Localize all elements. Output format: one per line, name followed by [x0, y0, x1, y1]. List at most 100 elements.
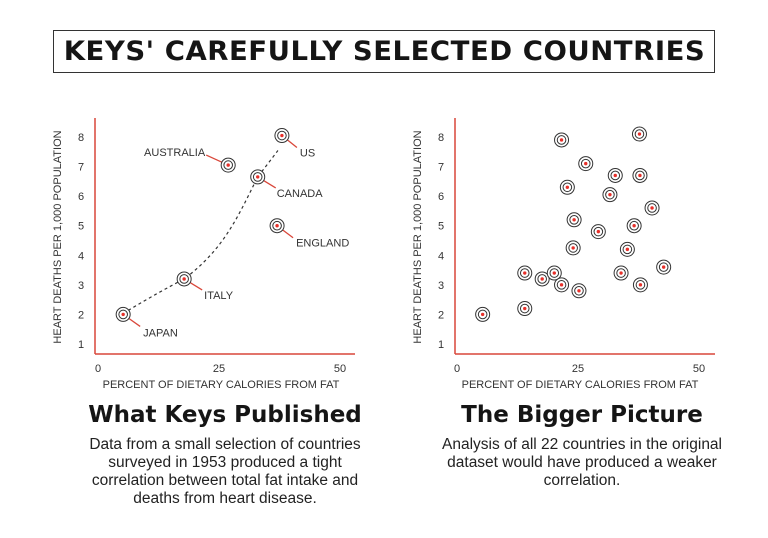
data-point — [626, 218, 642, 234]
data-point — [517, 265, 533, 281]
y-axis-label: HEART DEATHS PER 1,000 POPULATION — [412, 130, 424, 343]
marker-dot — [619, 271, 623, 275]
y-tick-label: 7 — [438, 162, 444, 174]
y-tick-label: 4 — [78, 250, 84, 262]
data-point — [578, 156, 594, 172]
data-point — [602, 187, 618, 203]
marker-dot — [584, 161, 588, 166]
y-tick-label: 1 — [438, 339, 444, 351]
data-point — [571, 283, 587, 299]
data-point — [475, 306, 491, 322]
marker-dot — [480, 312, 485, 317]
y-tick-label: 1 — [78, 339, 84, 351]
marker-dot — [565, 185, 570, 189]
y-tick-label: 5 — [78, 221, 84, 233]
y-tick-label: 8 — [438, 132, 444, 144]
marker-dot — [256, 175, 260, 179]
point-label: AUSTRALIA — [144, 147, 206, 159]
x-tick-label: 0 — [454, 363, 460, 375]
data-point-australia: AUSTRALIA — [144, 147, 236, 173]
trendline — [127, 150, 279, 311]
data-point — [566, 212, 582, 228]
data-point — [613, 265, 629, 281]
marker-dot — [552, 271, 556, 275]
marker-dot — [650, 206, 654, 210]
left-chart: 1 2 3 4 5 6 7 8 0 25 50 PERCENT OF DIETARY CALORIES… — [52, 118, 355, 391]
data-point — [619, 241, 635, 257]
data-point — [590, 224, 606, 240]
marker-dot — [577, 289, 581, 293]
y-tick-label: 6 — [438, 191, 444, 203]
point-label: ITALY — [204, 290, 234, 302]
marker-dot — [523, 271, 527, 275]
marker-dot — [608, 192, 612, 197]
marker-dot — [523, 306, 527, 311]
marker-dot — [280, 133, 284, 138]
data-point-italy: ITALY — [176, 271, 234, 302]
marker-dot — [638, 173, 642, 178]
y-tick-label: 3 — [78, 280, 84, 292]
data-point-england: ENGLAND — [269, 218, 349, 250]
data-point — [534, 271, 550, 287]
data-point — [656, 259, 672, 275]
x-tick-label: 0 — [95, 363, 101, 375]
point-label: ENGLAND — [296, 238, 349, 250]
data-point — [517, 301, 533, 317]
right-panel-heading: The Bigger Picture — [461, 402, 703, 428]
point-label: CANADA — [277, 188, 324, 200]
page-title: KEYS' CAREFULLY SELECTED COUNTRIES — [63, 36, 705, 67]
x-tick-label: 25 — [572, 363, 584, 375]
data-point — [632, 277, 648, 293]
y-tick-label: 4 — [438, 250, 444, 262]
data-point — [559, 179, 575, 195]
left-panel-description: Data from a small selection of countries… — [89, 436, 361, 507]
marker-dot — [637, 132, 642, 136]
marker-dot — [559, 138, 564, 142]
x-axis-label: PERCENT OF DIETARY CALORIES FROM FAT — [462, 379, 699, 391]
marker-dot — [596, 229, 601, 234]
y-tick-label: 5 — [438, 221, 444, 233]
point-label: JAPAN — [143, 327, 178, 339]
y-tick-label: 2 — [438, 309, 444, 321]
left-panel-heading: What Keys Published — [88, 402, 362, 428]
marker-dot — [540, 277, 544, 281]
y-axis-label: HEART DEATHS PER 1,000 POPULATION — [52, 130, 64, 343]
y-tick-label: 8 — [78, 132, 84, 144]
x-tick-label: 50 — [693, 363, 705, 375]
marker-dot — [559, 283, 564, 287]
data-point — [554, 132, 570, 148]
x-axis-label: PERCENT OF DIETARY CALORIES FROM FAT — [103, 379, 340, 391]
marker-dot — [661, 265, 666, 269]
point-label: US — [300, 148, 315, 160]
data-point — [631, 126, 647, 142]
marker-dot — [572, 218, 576, 222]
data-point — [607, 167, 623, 183]
data-point-us: US — [274, 128, 315, 160]
data-point — [632, 167, 648, 183]
right-chart: 1 2 3 4 5 6 7 8 0 25 50 PERCENT OF DIETARY CALORIES… — [412, 118, 715, 391]
marker-dot — [182, 277, 186, 281]
marker-dot — [625, 247, 630, 252]
data-point-japan: JAPAN — [115, 306, 178, 339]
marker-dot — [226, 163, 230, 167]
data-point-canada: CANADA — [250, 169, 324, 200]
marker-dot — [275, 224, 279, 228]
y-tick-label: 7 — [78, 162, 84, 174]
marker-dot — [571, 246, 575, 250]
x-tick-label: 25 — [213, 363, 225, 375]
data-point — [554, 277, 570, 293]
data-point — [565, 240, 581, 256]
y-tick-label: 3 — [438, 280, 444, 292]
marker-dot — [121, 312, 125, 317]
y-tick-label: 6 — [78, 191, 84, 203]
data-point — [644, 200, 660, 216]
right-panel-description: Analysis of all 22 countries in the orig… — [441, 436, 722, 489]
x-tick-label: 50 — [334, 363, 346, 375]
y-tick-label: 2 — [78, 309, 84, 321]
title-box: KEYS' CAREFULLY SELECTED COUNTRIES — [53, 30, 715, 73]
marker-dot — [613, 173, 617, 178]
marker-dot — [638, 283, 643, 287]
marker-dot — [632, 224, 636, 228]
data-point — [546, 265, 562, 281]
